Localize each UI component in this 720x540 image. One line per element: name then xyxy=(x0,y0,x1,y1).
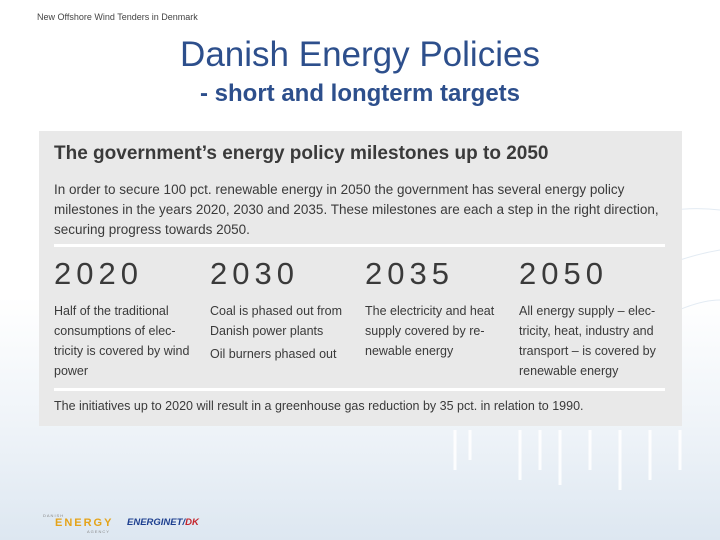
milestone-year: 2050 xyxy=(519,256,608,291)
slide-title: Danish Energy Policies xyxy=(180,35,540,74)
milestone-text: The electricity and heat supply covered … xyxy=(365,304,495,358)
panel-footer: The initiatives up to 2020 will result i… xyxy=(54,399,584,413)
milestone-2050: 2050 All energy supply – elec-tricity, h… xyxy=(519,255,669,381)
logo-slash: / xyxy=(182,517,186,528)
logo-word: ENERGY xyxy=(55,517,114,529)
milestone-year: 2035 xyxy=(365,256,454,291)
milestone-2030: 2030 Coal is phased out from Danish powe… xyxy=(210,255,360,364)
logo-sub-text: AGENCY xyxy=(87,529,110,534)
danish-energy-agency-logo: DANISH ENERGY AGENCY xyxy=(43,513,113,535)
milestone-text: All energy supply – elec-tricity, heat, … xyxy=(519,304,656,378)
milestone-text: Coal is phased out from Danish power pla… xyxy=(210,304,343,338)
slide-subtitle: - short and longterm targets xyxy=(199,80,521,107)
logo-top-text: DANISH xyxy=(43,513,65,518)
energinet-logo: ENERGINET/DK xyxy=(127,517,199,528)
milestone-text: Half of the traditional consumptions of … xyxy=(54,304,190,378)
divider xyxy=(54,388,665,391)
milestone-2035: 2035 The electricity and heat supply cov… xyxy=(365,255,515,361)
milestone-year: 2030 xyxy=(210,256,299,291)
divider xyxy=(54,244,665,247)
milestone-extra-text: Oil burners phased out xyxy=(210,347,337,361)
milestones-panel: The government’s energy policy milestone… xyxy=(39,131,682,426)
milestone-year: 2020 xyxy=(54,256,143,291)
panel-heading: The government’s energy policy milestone… xyxy=(54,143,549,164)
logo-main-text: ENERGINET xyxy=(127,517,183,528)
presentation-header: New Offshore Wind Tenders in Denmark xyxy=(37,12,198,22)
panel-intro: In order to secure 100 pct. renewable en… xyxy=(54,182,659,237)
milestone-2020: 2020 Half of the traditional consumption… xyxy=(54,255,204,381)
logo-suffix-text: DK xyxy=(185,517,199,528)
